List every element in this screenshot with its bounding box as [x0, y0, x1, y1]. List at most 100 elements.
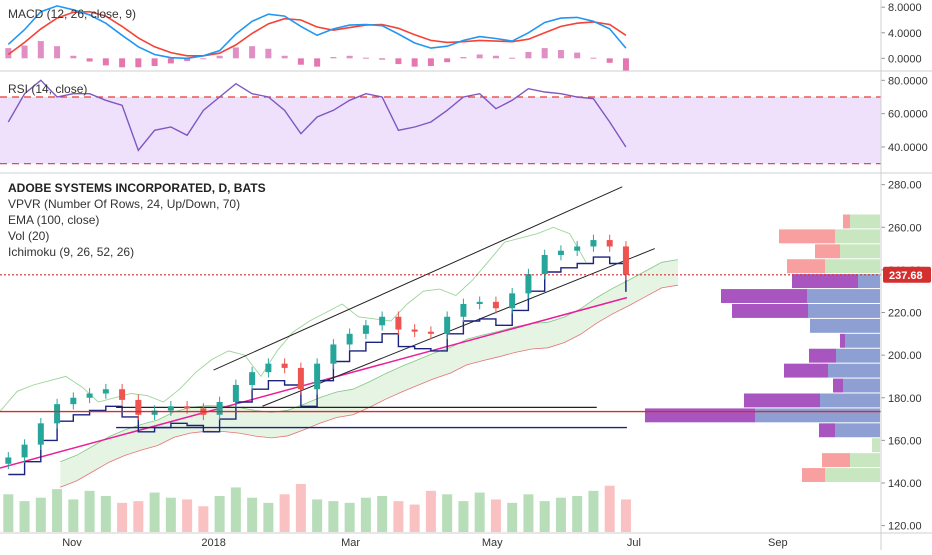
volume-bar — [263, 502, 274, 532]
vpvr-down-bar — [833, 378, 843, 393]
macd-histogram-bar — [249, 46, 256, 59]
price-tick-label: 180.00 — [888, 393, 922, 405]
vpvr-up-bar — [828, 363, 880, 378]
volume-bar — [344, 502, 355, 532]
macd-tick-label: 4.0000 — [888, 28, 922, 40]
volume-bar — [247, 497, 258, 532]
macd-histogram-bar — [37, 41, 44, 59]
macd-histogram-bar — [281, 55, 288, 59]
price-tick-label: 280.00 — [888, 180, 922, 192]
candle-body — [167, 406, 174, 411]
volume-bar — [19, 501, 30, 532]
vpvr-down-bar — [732, 303, 808, 318]
vpvr-up-bar — [840, 244, 880, 259]
candle-body — [574, 246, 581, 251]
volume-bar — [100, 496, 111, 532]
volume-bar — [198, 506, 209, 532]
vpvr-down-bar — [792, 274, 858, 289]
volume-bar — [165, 497, 176, 532]
volume-bar — [572, 496, 583, 532]
candle-body — [444, 316, 451, 334]
volume-bar — [312, 499, 323, 532]
vpvr-down-bar — [843, 214, 850, 229]
candle-body — [330, 344, 337, 364]
price-tick-label: 120.00 — [888, 521, 922, 533]
volume-bar — [360, 497, 371, 532]
macd-histogram-bar — [379, 58, 386, 60]
vpvr-up-bar — [820, 393, 880, 408]
macd-histogram-bar — [119, 58, 126, 68]
vpvr-down-bar — [819, 423, 835, 438]
volume-bar — [409, 504, 420, 532]
macd-histogram-bar — [167, 58, 174, 64]
candle-body — [86, 393, 93, 398]
ema-100-line — [0, 296, 628, 469]
time-label: Nov — [62, 537, 82, 549]
macd-histogram-bar — [330, 57, 337, 59]
rsi-tick-label: 40.0000 — [888, 142, 928, 154]
candle-body — [590, 240, 597, 247]
candle-body — [54, 404, 61, 424]
macd-histogram-bar — [314, 58, 321, 67]
candle-body — [249, 372, 256, 385]
volume-bar — [230, 487, 241, 532]
macd-title: MACD (12, 26, close, 9) — [8, 7, 136, 21]
candle-body — [70, 397, 77, 405]
macd-pane[interactable] — [5, 5, 629, 72]
candle-body — [606, 240, 613, 247]
vpvr-down-bar — [822, 453, 850, 468]
volume-bar — [35, 497, 46, 532]
macd-tick-label: 8.0000 — [888, 2, 922, 14]
volume-bar — [490, 499, 501, 532]
candle-body — [119, 389, 126, 400]
macd-histogram-bar — [54, 46, 61, 59]
time-label: Sep — [768, 537, 788, 549]
candle-body — [102, 389, 109, 394]
volume-bar — [425, 490, 436, 532]
vpvr-down-bar — [779, 229, 835, 244]
candle-body — [21, 444, 28, 458]
macd-histogram-bar — [216, 55, 223, 59]
macd-histogram-bar — [5, 48, 12, 59]
volume-bar — [214, 496, 225, 532]
macd-tick-label: 0.0000 — [888, 53, 922, 65]
candle-body — [5, 457, 12, 464]
candle-body — [297, 367, 304, 390]
candle-body — [184, 406, 191, 409]
rsi-title: RSI (14, close) — [8, 82, 87, 96]
price-pane[interactable] — [0, 186, 881, 532]
candle-body — [427, 331, 434, 334]
volume-bar — [588, 490, 599, 532]
macd-histogram-bar — [102, 58, 109, 66]
svg-text:237.68: 237.68 — [889, 270, 923, 282]
volume-bar — [133, 501, 144, 532]
legend-ichimoku: Ichimoku (9, 26, 52, 26) — [8, 245, 134, 259]
macd-histogram-bar — [541, 48, 548, 59]
price-axis[interactable]: 280.00260.00240.00220.00200.00180.00160.… — [881, 2, 928, 533]
macd-histogram-bar — [476, 54, 483, 59]
volume-bar — [458, 501, 469, 532]
rsi-band — [0, 97, 881, 164]
vpvr-down-bar — [784, 363, 828, 378]
vpvr-down-bar — [840, 333, 845, 348]
volume-bar — [604, 485, 615, 532]
candle-body — [281, 363, 288, 368]
vpvr-down-bar — [645, 408, 755, 423]
rsi-pane[interactable] — [0, 79, 881, 165]
macd-histogram-bar — [362, 57, 369, 59]
volume-bar — [52, 489, 63, 532]
volume-bar — [474, 492, 485, 532]
macd-histogram-bar — [232, 47, 239, 59]
macd-histogram-bar — [346, 55, 353, 59]
time-label: May — [482, 537, 503, 549]
price-tick-label: 160.00 — [888, 435, 922, 447]
macd-histogram-bar — [460, 57, 467, 59]
vpvr-down-bar — [809, 348, 836, 363]
candle-body — [232, 384, 239, 403]
volume-bar — [523, 494, 534, 532]
time-axis[interactable]: Nov 2018 Mar May Jul Sep — [62, 537, 787, 549]
candle-body — [395, 316, 402, 330]
volume-bar — [328, 501, 339, 532]
macd-histogram-bar — [184, 58, 191, 61]
